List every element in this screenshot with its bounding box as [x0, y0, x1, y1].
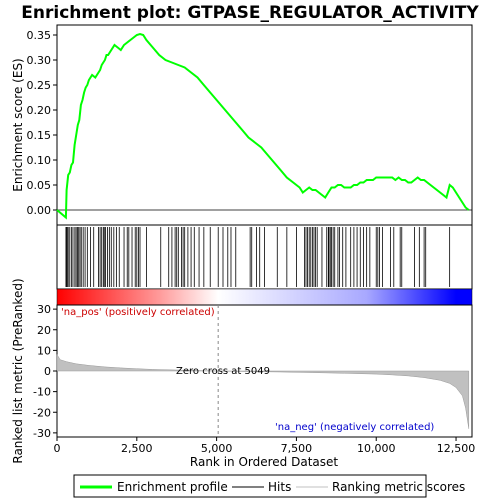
es-y-tick-label: 0.05: [27, 179, 52, 192]
x-tick-label: 5,000: [201, 442, 233, 455]
hits-panel: [56, 224, 473, 290]
x-axis: 0 2,500 5,000 7,500 10,000 12,500: [54, 437, 476, 455]
rm-y-tick-label: -10: [33, 386, 51, 399]
legend-enrichment-label: Enrichment profile: [117, 480, 228, 494]
x-tick-label: 10,000: [357, 442, 396, 455]
es-y-tick-label: 0.25: [27, 79, 52, 92]
rm-y-tick-label: 0: [44, 365, 51, 378]
legend-metric-label: Ranking metric scores: [332, 480, 465, 494]
es-y-axis-label: Enrichment score (ES): [11, 58, 25, 191]
es-y-tick-label: 0.30: [27, 54, 52, 67]
rm-y-tick-label: -20: [33, 406, 51, 419]
es-y-tick-label: 0.00: [27, 204, 52, 217]
rm-y-tick-label: 10: [37, 344, 51, 357]
enrichment-score-panel: 0.00 0.05 0.10 0.15 0.20 0.25 0.30 0.35 Enrichm…: [11, 24, 473, 226]
x-tick-label: 0: [54, 442, 61, 455]
x-tick-label: 7,500: [281, 442, 313, 455]
legend-hits-label: Hits: [268, 480, 291, 494]
ranking-metric-area: [56, 353, 470, 429]
es-panel-frame: [56, 24, 473, 226]
es-y-tick-label: 0.20: [27, 104, 52, 117]
es-y-tick-label: 0.15: [27, 129, 52, 142]
es-y-tick-label: 0.35: [27, 29, 52, 42]
x-tick-label: 12,500: [437, 442, 476, 455]
na-pos-annotation: 'na_pos' (positively correlated): [61, 307, 215, 318]
legend: Enrichment profile Hits Ranking metric s…: [73, 474, 465, 498]
legend-frame: [73, 474, 427, 498]
rank-color-bar-rect: [56, 288, 473, 306]
ranked-metric-panel: -30 -20 -10 0 10 20 30 'na_pos' (positively co…: [11, 278, 473, 464]
rm-y-tick-label: 20: [37, 324, 51, 337]
es-y-tick-label: 0.10: [27, 154, 52, 167]
na-neg-annotation: 'na_neg' (negatively correlated): [275, 422, 434, 433]
enrichment-profile-line: [56, 32, 470, 220]
rm-y-tick-label: 30: [37, 303, 51, 316]
x-tick-label: 2,500: [121, 442, 153, 455]
zero-cross-annotation: Zero cross at 5049: [176, 366, 270, 377]
x-axis-label: Rank in Ordered Dataset: [190, 455, 338, 469]
rm-y-tick-label: -30: [33, 427, 51, 440]
rm-y-axis-label: Ranked list metric (PreRanked): [11, 278, 25, 463]
chart-title: Enrichment plot: GTPASE_REGULATOR_ACTIVI…: [21, 3, 479, 23]
rank-color-bar: [56, 288, 473, 306]
